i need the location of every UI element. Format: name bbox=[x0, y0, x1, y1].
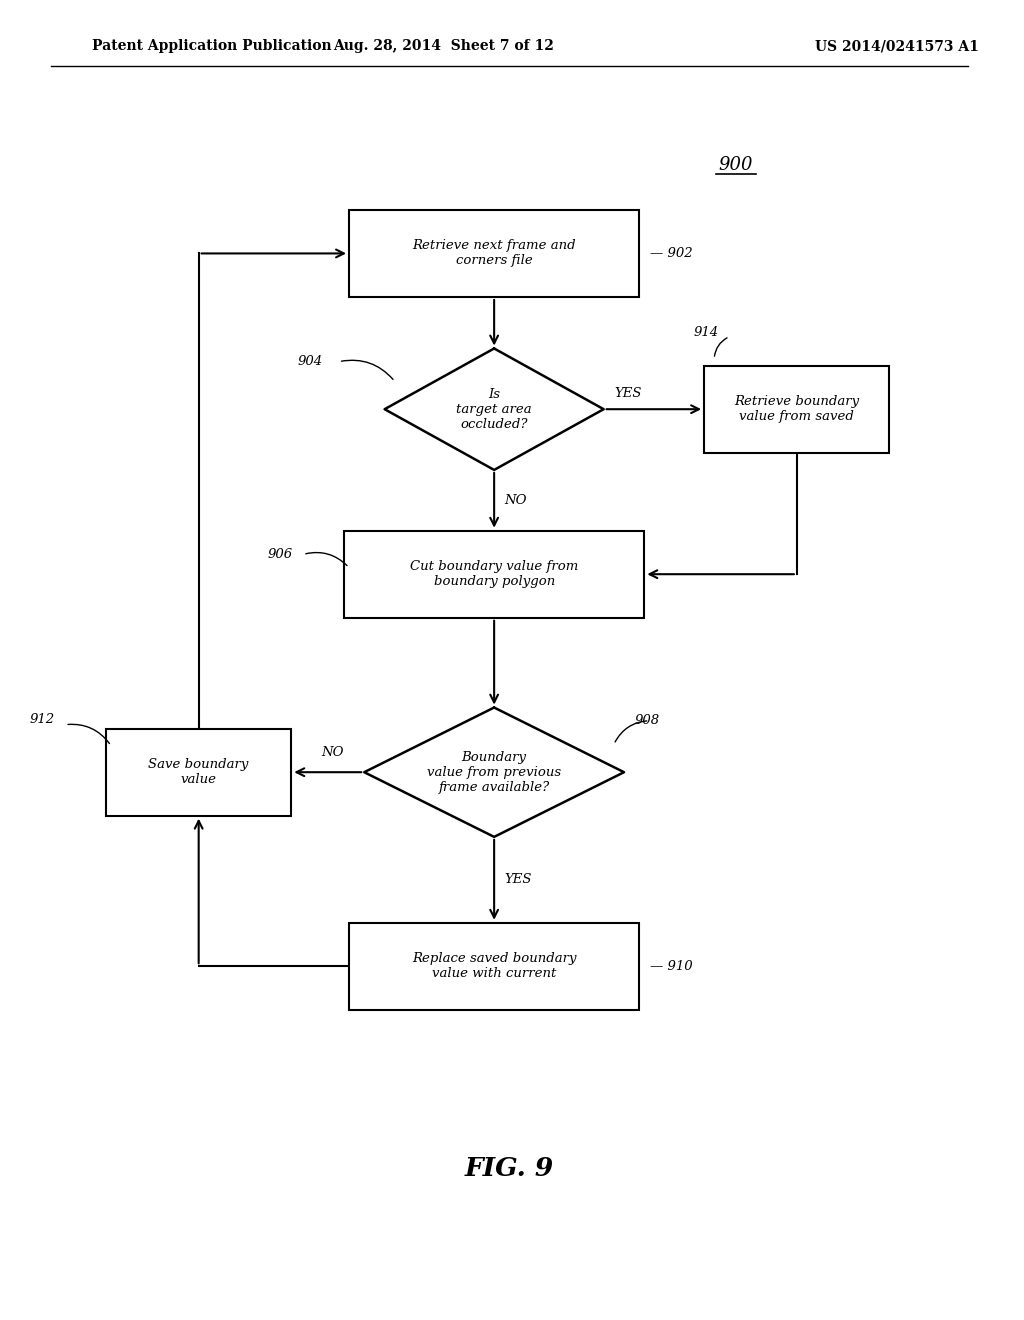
Text: 906: 906 bbox=[267, 548, 293, 561]
Text: — 902: — 902 bbox=[649, 247, 692, 260]
Text: Boundary
value from previous
frame available?: Boundary value from previous frame avail… bbox=[427, 751, 561, 793]
Text: NO: NO bbox=[505, 494, 526, 507]
Text: Cut boundary value from
boundary polygon: Cut boundary value from boundary polygon bbox=[410, 560, 579, 589]
Text: Is
target area
occluded?: Is target area occluded? bbox=[457, 388, 531, 430]
Text: 912: 912 bbox=[30, 713, 54, 726]
Text: 904: 904 bbox=[298, 355, 324, 368]
FancyBboxPatch shape bbox=[105, 729, 292, 816]
Text: Retrieve next frame and
corners file: Retrieve next frame and corners file bbox=[413, 239, 575, 268]
Text: Aug. 28, 2014  Sheet 7 of 12: Aug. 28, 2014 Sheet 7 of 12 bbox=[333, 40, 554, 53]
Text: 914: 914 bbox=[694, 326, 719, 339]
FancyBboxPatch shape bbox=[344, 531, 644, 618]
Text: Save boundary
value: Save boundary value bbox=[148, 758, 249, 787]
Text: Patent Application Publication: Patent Application Publication bbox=[92, 40, 332, 53]
FancyBboxPatch shape bbox=[349, 210, 639, 297]
Text: — 910: — 910 bbox=[649, 960, 692, 973]
Text: US 2014/0241573 A1: US 2014/0241573 A1 bbox=[815, 40, 979, 53]
Text: Retrieve boundary
value from saved: Retrieve boundary value from saved bbox=[734, 395, 859, 424]
Text: 900: 900 bbox=[718, 156, 753, 174]
Text: Replace saved boundary
value with current: Replace saved boundary value with curren… bbox=[412, 952, 577, 981]
Text: FIG. 9: FIG. 9 bbox=[465, 1156, 554, 1180]
Text: 908: 908 bbox=[634, 714, 659, 727]
FancyBboxPatch shape bbox=[705, 366, 890, 453]
Text: YES: YES bbox=[505, 874, 531, 886]
Text: NO: NO bbox=[322, 746, 344, 759]
FancyBboxPatch shape bbox=[349, 923, 639, 1010]
Text: YES: YES bbox=[613, 387, 641, 400]
